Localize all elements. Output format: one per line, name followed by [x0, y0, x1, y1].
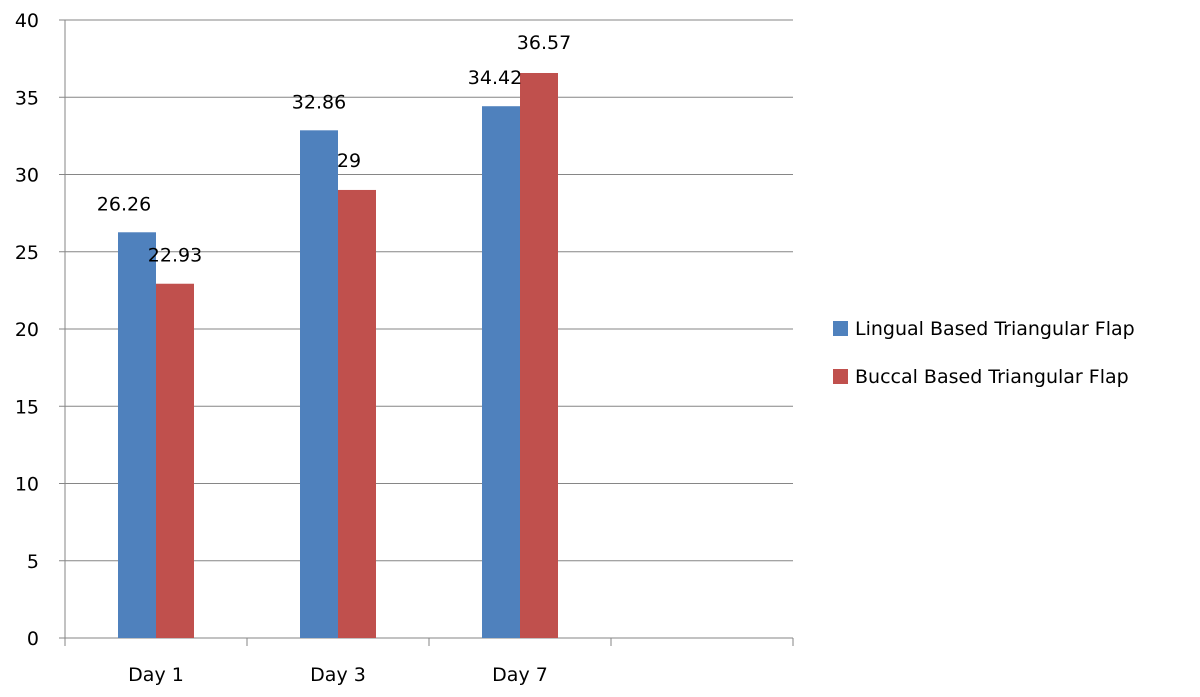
bars: [118, 72, 558, 639]
legend-swatch: [833, 321, 848, 336]
legend: Lingual Based Triangular Flap Buccal Base…: [833, 318, 1135, 388]
legend-swatch: [833, 369, 848, 384]
y-tick-label: 5: [27, 551, 39, 573]
data-label: 32.86: [292, 91, 346, 113]
y-tick-label: 10: [15, 474, 39, 496]
data-label: 34.42: [468, 67, 522, 89]
y-tick-labels: 0 5 10 15 20 25 30 35 40: [15, 10, 39, 650]
data-labels: 26.26 32.86 34.42 22.93 29 36.57: [97, 32, 571, 267]
bar: [520, 72, 558, 638]
y-tick-label: 30: [15, 165, 39, 187]
bar: [156, 283, 194, 638]
y-tick-label: 15: [15, 396, 39, 418]
x-tick-label: Day 7: [492, 664, 548, 686]
bar: [338, 189, 376, 638]
legend-label: Lingual Based Triangular Flap: [855, 318, 1135, 340]
bar: [482, 106, 520, 638]
bar: [118, 232, 156, 638]
data-label: 29: [337, 150, 361, 172]
y-tick-label: 40: [15, 10, 39, 32]
x-tick-label: Day 1: [128, 664, 184, 686]
legend-label: Buccal Based Triangular Flap: [855, 366, 1129, 388]
y-tick-label: 35: [15, 87, 39, 109]
y-tick-label: 25: [15, 242, 39, 264]
bar: [300, 130, 338, 639]
y-tick-label: 20: [15, 319, 39, 341]
data-label: 26.26: [97, 193, 151, 215]
data-label: 36.57: [517, 32, 571, 54]
x-tick-label: Day 3: [310, 664, 366, 686]
data-label: 22.93: [148, 245, 202, 267]
y-tick-label: 0: [27, 628, 39, 650]
x-tick-labels: Day 1 Day 3 Day 7: [128, 664, 548, 686]
